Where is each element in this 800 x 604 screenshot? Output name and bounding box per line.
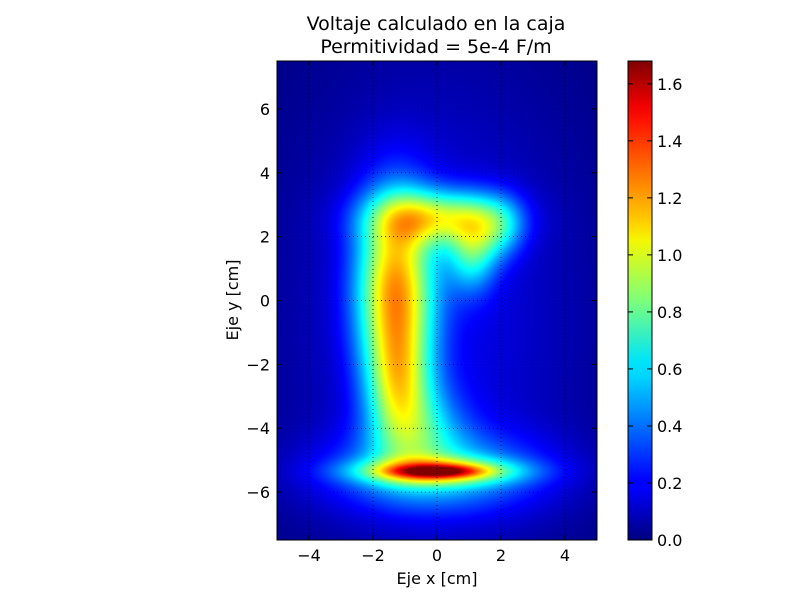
colorbar [627, 60, 653, 541]
colorbar-tick-label: 1.2 [657, 189, 682, 208]
colorbar-tick-label: 0.6 [657, 360, 682, 379]
y-tick-label: 2 [260, 228, 270, 247]
chart-title: Voltaje calculado en la caja [306, 13, 566, 35]
y-tick-label: −6 [246, 483, 270, 502]
grid-lines [277, 61, 597, 540]
colorbar-ticks: 0.0 0.2 0.4 0.6 0.8 1.0 1.2 1.4 1.6 [628, 75, 682, 550]
colorbar-tick-label: 1.4 [657, 132, 682, 151]
y-axis-label: Eje y [cm] [223, 260, 242, 341]
colorbar-tick-label: 1.6 [657, 75, 682, 94]
colorbar-tick-label: 0.4 [657, 417, 682, 436]
y-tick-label: 0 [260, 292, 270, 311]
x-tick-label: 4 [560, 546, 570, 565]
axes: −4 −2 0 2 4 −6 −4 −2 0 2 4 6 [246, 61, 597, 565]
x-tick-label: 0 [432, 546, 442, 565]
y-tick-label: −2 [246, 355, 270, 374]
x-tick-label: −4 [297, 546, 321, 565]
x-tick-label: 2 [496, 546, 506, 565]
colorbar-tick-label: 0.2 [657, 474, 682, 493]
y-tick-label: 6 [260, 100, 270, 119]
x-axis-label: Eje x [cm] [397, 569, 478, 588]
y-tick-label: 4 [260, 164, 270, 183]
y-tick-label: −4 [246, 419, 270, 438]
colorbar-tick-label: 1.0 [657, 246, 682, 265]
chart-subtitle: Permitividad = 5e-4 F/m [320, 36, 552, 58]
colorbar-tick-label: 0.0 [657, 531, 682, 550]
x-tick-label: −2 [361, 546, 385, 565]
colorbar-tick-label: 0.8 [657, 303, 682, 322]
